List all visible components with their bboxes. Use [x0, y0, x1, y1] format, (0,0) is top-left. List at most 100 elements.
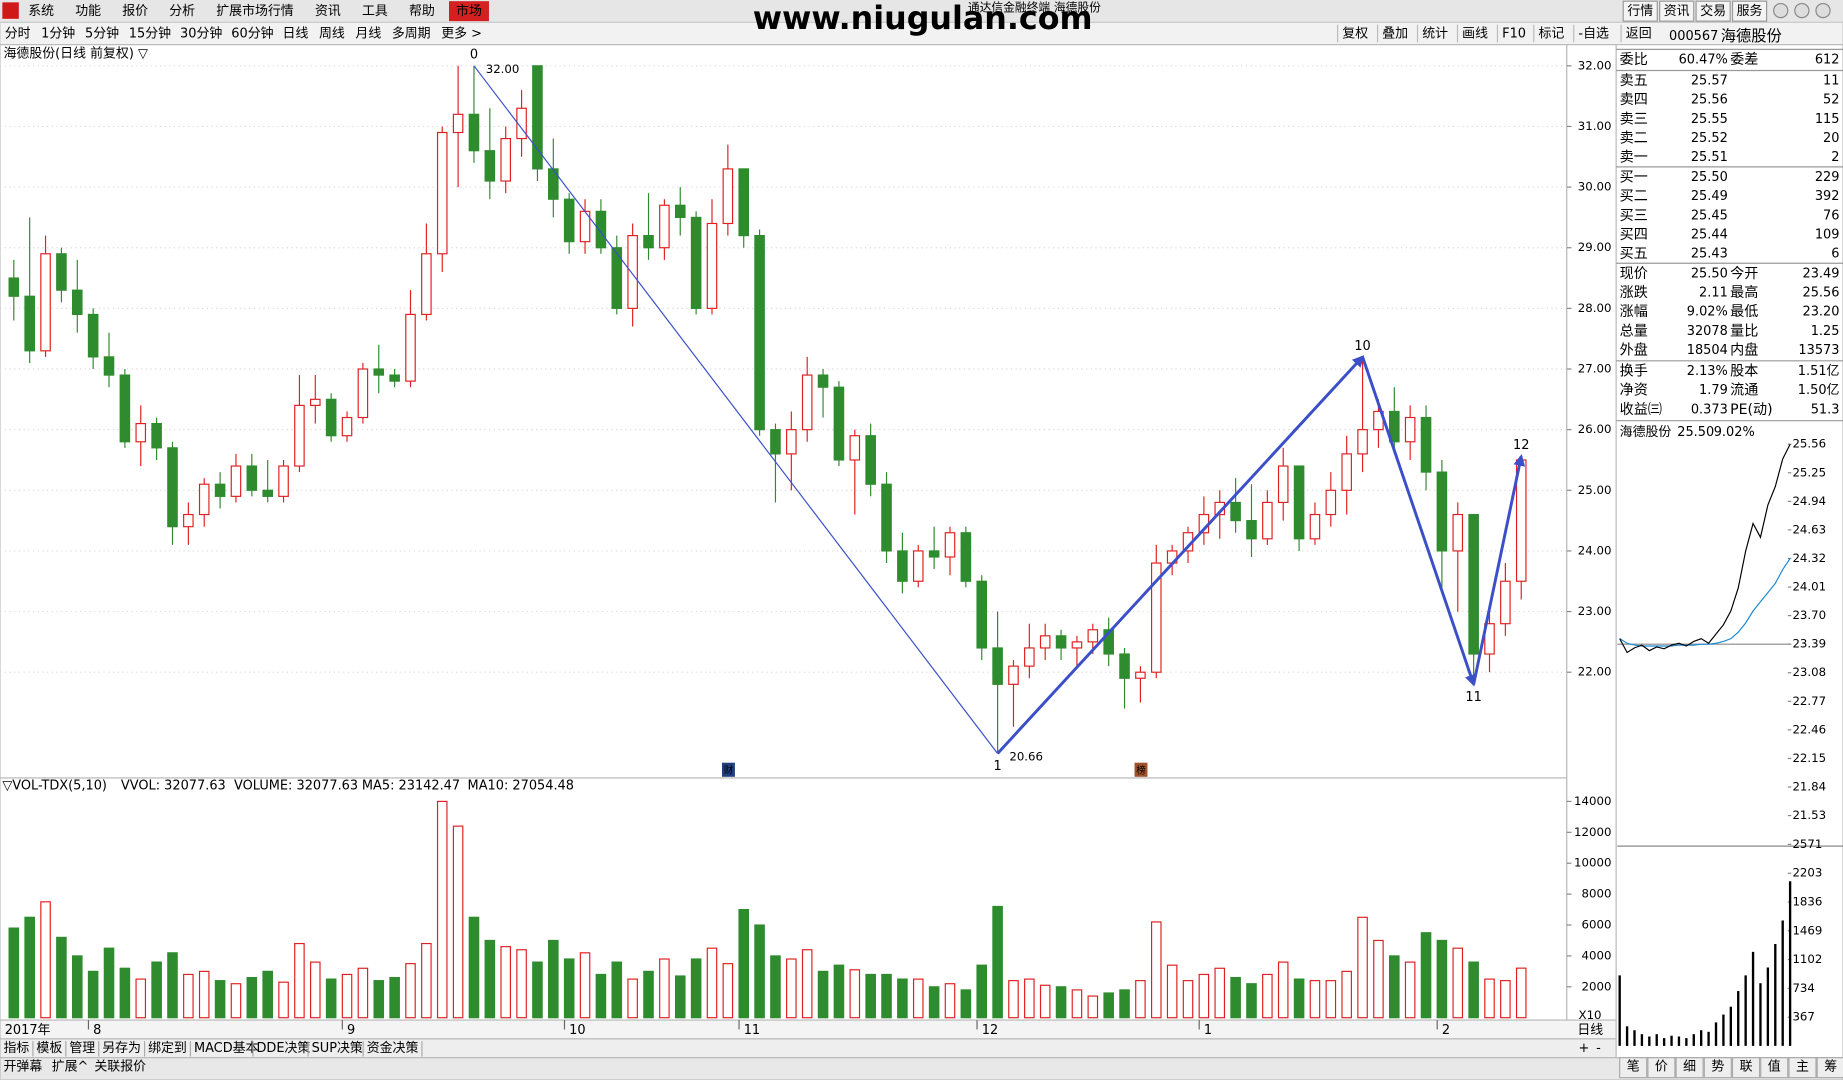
top-button-label[interactable]: 服务: [1737, 3, 1763, 19]
menu-item[interactable]: 扩展市场行情: [216, 3, 294, 19]
tab-right[interactable]: +: [1579, 1041, 1590, 1056]
volume-tick-label: 6000: [1582, 918, 1612, 932]
close-button[interactable]: [1815, 2, 1831, 19]
menu-item[interactable]: 分析: [169, 4, 195, 19]
period-button[interactable]: 更多 >: [441, 27, 482, 42]
period-button[interactable]: 5分钟: [85, 26, 119, 42]
tool-button[interactable]: 复权: [1342, 26, 1368, 42]
indicator-tab[interactable]: SUP决策: [312, 1040, 363, 1056]
mini-tick-label: 23.70: [1792, 608, 1826, 622]
volume-tick-label: 4000: [1582, 948, 1612, 962]
status-item[interactable]: 开弹幕: [4, 1060, 43, 1075]
period-button[interactable]: 15分钟: [129, 26, 171, 42]
menu-item[interactable]: 系统: [28, 4, 54, 19]
mini-tab-label[interactable]: 主: [1796, 1060, 1809, 1075]
mini-tab[interactable]: [1703, 1057, 1732, 1079]
tool-button[interactable]: F10: [1502, 27, 1526, 42]
mini-tab[interactable]: [1760, 1057, 1789, 1079]
mini-tab[interactable]: [1675, 1057, 1704, 1079]
quote-label: 涨跌: [1620, 285, 1648, 301]
y-tick-label: 22.00: [1578, 665, 1612, 679]
menu-item[interactable]: 市场: [456, 3, 482, 19]
candle-body: [389, 374, 400, 382]
period-button[interactable]: 周线: [319, 27, 345, 42]
volume-bar: [976, 964, 988, 1019]
indicator-tab[interactable]: 另存为: [102, 1041, 141, 1056]
period-button[interactable]: 日线: [283, 27, 309, 42]
top-button[interactable]: [1731, 0, 1768, 22]
volume-bar: [87, 970, 99, 1019]
tool-button[interactable]: 返回: [1626, 27, 1652, 42]
mini-tab[interactable]: [1647, 1057, 1676, 1079]
restore-button[interactable]: [1794, 2, 1810, 19]
tool-button[interactable]: 画线: [1462, 27, 1488, 42]
candle-body: [24, 295, 35, 352]
tool-button[interactable]: -自选: [1578, 27, 1609, 42]
menu-item[interactable]: 帮助: [409, 4, 435, 19]
indicator-tab[interactable]: 模板: [36, 1041, 62, 1056]
period-button[interactable]: 分时: [5, 27, 31, 42]
candle-body: [563, 198, 575, 243]
mini-tab-label[interactable]: 笔: [1627, 1059, 1640, 1075]
indicator-tab[interactable]: MACD基本: [194, 1041, 259, 1056]
menu-item[interactable]: 报价: [122, 4, 148, 19]
volume-bar: [912, 978, 924, 1019]
tool-button[interactable]: 统计: [1422, 27, 1448, 42]
menu-item[interactable]: 功能: [75, 4, 101, 19]
mini-tab-label[interactable]: 细: [1683, 1060, 1696, 1075]
indicator-tab[interactable]: 绑定到: [148, 1041, 187, 1056]
volume-bar: [56, 936, 67, 1019]
tool-button[interactable]: 叠加: [1382, 27, 1408, 42]
mini-tab-label[interactable]: 筹: [1824, 1059, 1837, 1075]
volume-bar: [1293, 978, 1305, 1019]
period-button[interactable]: 月线: [355, 27, 381, 42]
mini-tab-label[interactable]: 值: [1768, 1059, 1781, 1075]
mini-tab-label[interactable]: 联: [1740, 1060, 1753, 1075]
quote-label: 涨幅: [1620, 304, 1648, 320]
candle-body: [230, 465, 242, 497]
book-volume: 392: [1815, 189, 1840, 204]
mini-tab-label[interactable]: 势: [1711, 1059, 1724, 1075]
top-button[interactable]: [1695, 0, 1731, 22]
volume-bar: [770, 955, 781, 1019]
top-button-label[interactable]: 交易: [1700, 3, 1726, 19]
top-button-label[interactable]: 行情: [1627, 4, 1653, 19]
top-button[interactable]: [1659, 0, 1695, 22]
period-button[interactable]: 1分钟: [41, 26, 75, 42]
mini-tab-label[interactable]: 价: [1655, 1060, 1668, 1075]
mini-tab[interactable]: [1731, 1057, 1761, 1079]
mini-tab[interactable]: [1816, 1057, 1843, 1079]
menu-item[interactable]: 资讯: [315, 4, 341, 19]
indicator-tab[interactable]: 管理: [69, 1041, 95, 1056]
tab-right[interactable]: 日线: [1577, 1023, 1603, 1038]
candle-body: [325, 398, 337, 437]
indicator-tab[interactable]: DDE决策: [256, 1040, 310, 1056]
candle-body: [1055, 635, 1067, 649]
candle-body: [1071, 641, 1083, 649]
minimize-button[interactable]: [1773, 2, 1789, 19]
period-button[interactable]: 30分钟: [180, 26, 222, 42]
date-label: 12: [982, 1023, 998, 1038]
tab-right[interactable]: -: [1596, 1041, 1601, 1056]
status-item[interactable]: 关联报价: [94, 1060, 146, 1075]
status-item[interactable]: 扩展^: [52, 1060, 89, 1075]
event-icon: [1134, 762, 1148, 777]
book-price: 25.50: [1691, 170, 1728, 185]
quote-value: 32078: [1687, 324, 1728, 339]
indicator-tab[interactable]: 资金决策: [367, 1040, 419, 1056]
menu-item[interactable]: 工具: [362, 4, 388, 19]
tool-button[interactable]: 标记: [1538, 27, 1564, 42]
mini-tab[interactable]: [1788, 1057, 1817, 1079]
volume-bar: [24, 916, 35, 1019]
candle-body: [87, 313, 99, 358]
candle-body: [452, 113, 464, 134]
top-button-label[interactable]: 资讯: [1664, 4, 1690, 19]
volume-bar: [1150, 921, 1162, 1019]
top-button[interactable]: [1622, 0, 1658, 22]
mini-tab[interactable]: [1619, 1057, 1648, 1079]
indicator-tab[interactable]: 指标: [4, 1041, 30, 1056]
period-button[interactable]: 60分钟: [231, 26, 273, 42]
period-button[interactable]: 多周期: [392, 27, 431, 42]
volume-bar: [674, 975, 686, 1019]
